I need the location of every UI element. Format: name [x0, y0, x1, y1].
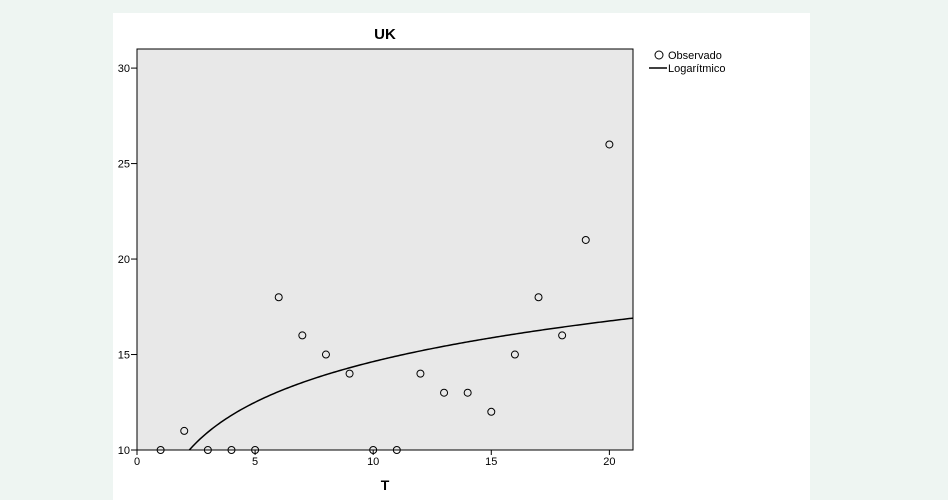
- x-axis-title: T: [381, 477, 390, 493]
- legend-observado-marker: [654, 50, 664, 60]
- legend: Observado Logarítmico: [649, 50, 725, 75]
- observado-point: [274, 293, 283, 302]
- observado-point: [392, 446, 401, 454]
- x-tick-label: 20: [603, 456, 615, 468]
- y-tick-label: 20: [118, 254, 130, 266]
- fit-curve-layer: [188, 317, 634, 451]
- plot-area: [136, 48, 634, 451]
- observado-point: [321, 350, 330, 359]
- x-tick-label: 0: [134, 456, 140, 468]
- uk-scatter-chart: 10 15 20 25 30 0 5 10 15 20 UK T Observado Logarí…: [118, 26, 726, 493]
- chart-panel: 10 15 20 25 30 0 5 10 15 20 UK T Observado Logarí…: [113, 13, 810, 500]
- observado-point: [180, 426, 189, 435]
- observado-point: [487, 407, 496, 416]
- observado-point: [463, 388, 472, 397]
- y-tick-label: 15: [118, 350, 130, 362]
- y-tick-label: 25: [118, 159, 130, 171]
- observado-point: [558, 331, 567, 340]
- logaritmico-curve: [188, 317, 634, 451]
- observado-point: [534, 293, 543, 302]
- observado-point: [227, 446, 236, 454]
- x-tick-label: 10: [367, 456, 379, 468]
- chart-title: UK: [374, 26, 396, 43]
- axes-layer: 10 15 20 25 30 0 5 10 15 20: [118, 63, 616, 468]
- observado-point: [203, 446, 212, 454]
- observado-point: [510, 350, 519, 359]
- observed-points-layer: [156, 140, 614, 454]
- y-tick-label: 30: [118, 63, 130, 75]
- x-tick-label: 15: [485, 456, 497, 468]
- observado-point: [416, 369, 425, 378]
- observado-point: [605, 140, 614, 149]
- x-tick-label: 5: [252, 456, 258, 468]
- observado-point: [345, 369, 354, 378]
- observado-point: [581, 235, 590, 244]
- y-tick-label: 10: [118, 445, 130, 457]
- observado-point: [440, 388, 449, 397]
- observado-point: [298, 331, 307, 340]
- legend-observado-label: Observado: [668, 50, 722, 62]
- legend-logaritmico-label: Logarítmico: [668, 63, 725, 75]
- observado-point: [156, 446, 165, 454]
